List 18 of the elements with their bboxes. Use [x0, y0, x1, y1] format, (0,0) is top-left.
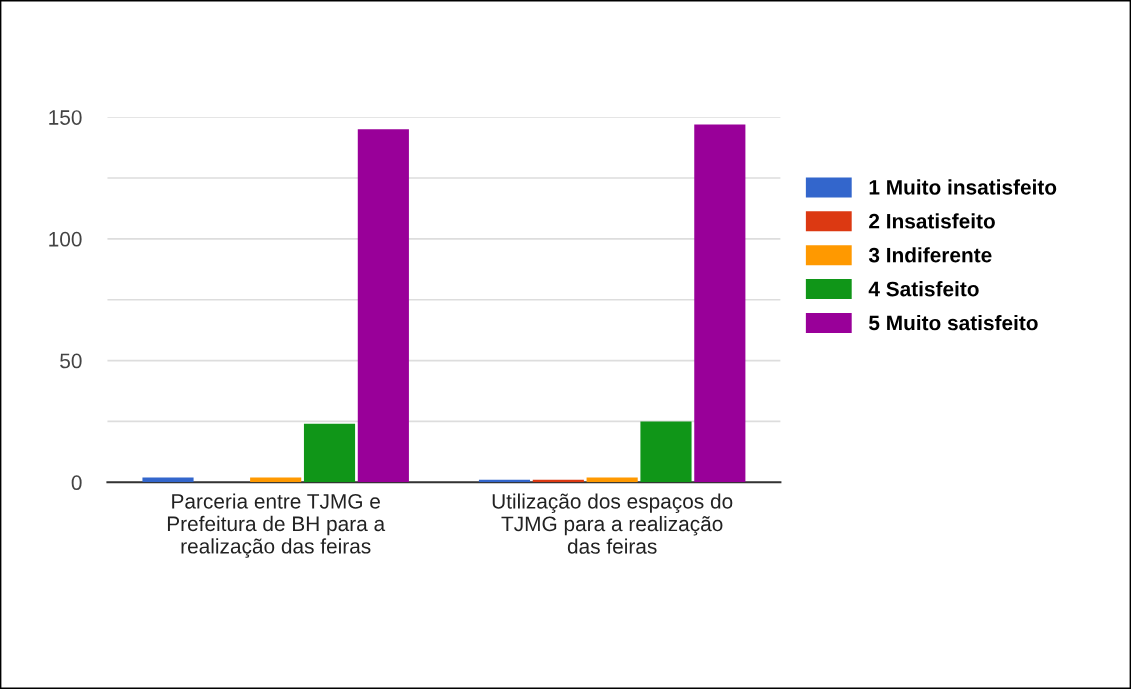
x-tick-label: Utilização dos espaços do TJMG para a realização das feiras	[492, 493, 733, 554]
legend-label: 5 Muito satisfeito	[869, 314, 1038, 331]
x-tick-label: Parceria entre TJMG e Prefeitura de BH para a realização das feiras	[167, 493, 386, 558]
bar	[357, 129, 409, 483]
legend-label: 2 Insatisfeito	[869, 213, 995, 229]
bar	[586, 477, 638, 483]
bar	[640, 421, 692, 483]
y-tick-label: 100	[49, 231, 82, 247]
y-tick-label: 50	[60, 353, 82, 369]
bar	[694, 124, 746, 483]
bar	[142, 477, 194, 483]
y-tick-label: 0	[71, 475, 82, 491]
bar	[303, 423, 356, 483]
legend-label: 4 Satisfeito	[868, 281, 979, 297]
legend-label: 1 Muito insatisfeito	[869, 179, 1057, 195]
legend-label: 3 Indiferente	[868, 247, 992, 263]
y-tick-label: 150	[49, 110, 82, 125]
bar	[250, 477, 302, 483]
